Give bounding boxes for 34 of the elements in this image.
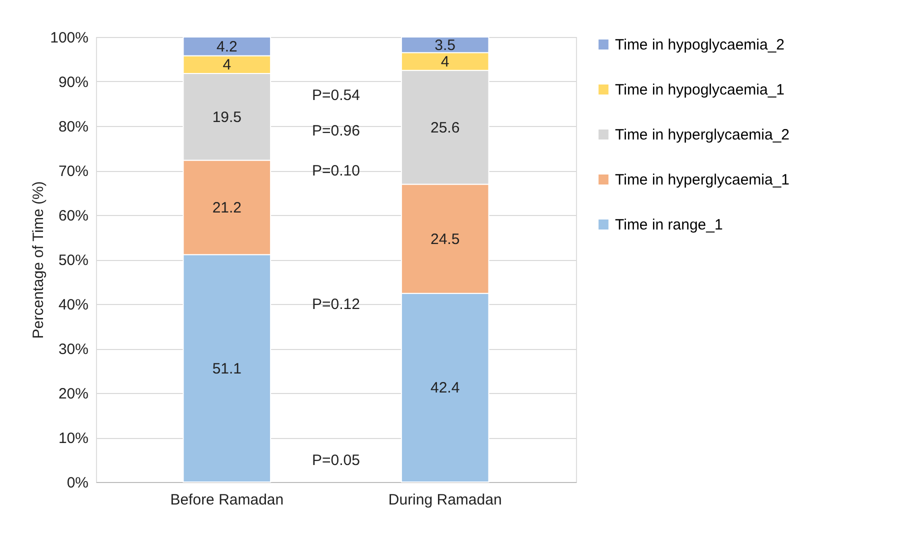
y-tick-label: 20% — [58, 386, 88, 402]
y-tick-label: 30% — [58, 341, 88, 358]
y-tick-label: 0% — [66, 474, 88, 492]
annotation: P=0.12 — [312, 296, 360, 313]
x-tick-label: Before Ramadan — [170, 492, 284, 508]
y-tick-label: 80% — [58, 118, 88, 136]
legend-label: Time in range_1 — [615, 216, 723, 234]
data-label: 21.2 — [212, 199, 242, 216]
y-tick-label: 10% — [58, 430, 88, 447]
data-label: 4 — [222, 56, 232, 74]
y-tick-label: 70% — [58, 163, 88, 180]
annotation: P=0.10 — [312, 162, 360, 180]
legend-label: Time in hyperglycaemia_1 — [615, 172, 790, 188]
y-tick-label: 60% — [58, 208, 88, 224]
data-label: 24.5 — [430, 230, 460, 248]
data-label: 42.4 — [430, 380, 460, 397]
y-tick-label: 40% — [58, 296, 88, 314]
y-axis-title: Percentage of Time (%) — [30, 181, 48, 339]
y-tick-label: 50% — [58, 252, 88, 269]
legend-label: Time in hypoglycaemia_2 — [615, 36, 785, 54]
legend-label: Time in hypoglycaemia_1 — [615, 82, 785, 98]
legend-label: Time in hyperglycaemia_2 — [615, 126, 790, 144]
data-label: 4.2 — [216, 38, 238, 56]
y-tick-label: 100% — [50, 30, 88, 46]
data-label: 3.5 — [434, 36, 456, 54]
annotation: P=0.05 — [312, 452, 360, 469]
data-label: 19.5 — [212, 108, 242, 126]
data-label: 25.6 — [430, 119, 460, 136]
data-label: 4 — [440, 53, 450, 70]
data-label: 51.1 — [212, 360, 242, 378]
annotation: P=0.96 — [312, 122, 360, 140]
x-tick-label: During Ramadan — [388, 492, 502, 508]
annotation: P=0.54 — [312, 86, 360, 104]
y-tick-label: 90% — [58, 74, 88, 91]
